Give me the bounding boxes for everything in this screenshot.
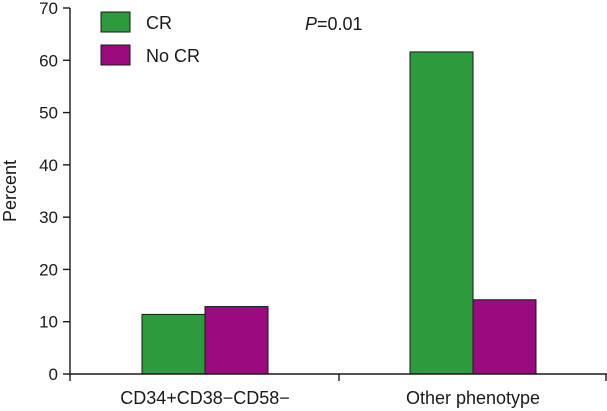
legend-label-cr: CR [146, 13, 172, 33]
y-tick-label-0: 0 [49, 365, 58, 384]
bar-no-cr-cat-0 [204, 306, 269, 375]
y-tick-label-50: 50 [39, 104, 58, 123]
p-value-annotation: P=0.01 [305, 14, 363, 34]
category-label-0: CD34+CD38−CD58− [120, 388, 290, 408]
p-symbol: P [305, 14, 317, 34]
y-tick-label-70: 70 [39, 0, 58, 18]
y-tick-label-30: 30 [39, 208, 58, 227]
legend-swatch-no-cr [100, 44, 131, 66]
y-tick-label-10: 10 [39, 313, 58, 332]
y-tick-label-60: 60 [39, 51, 58, 70]
category-labels: CD34+CD38−CD58− Other phenotype [120, 388, 540, 408]
bar-no-cr-cat-1 [472, 299, 537, 375]
bars [141, 51, 537, 375]
bar-cr-cat-0 [141, 313, 206, 375]
bar-cr-cat-1 [409, 51, 474, 375]
legend: CR No CR [100, 11, 200, 66]
y-axis-ticks: 0 10 20 30 40 50 60 70 [39, 0, 70, 384]
y-axis-title: Percent [0, 160, 20, 222]
y-tick-label-40: 40 [39, 156, 58, 175]
p-value: =0.01 [317, 14, 363, 34]
x-axis-ticks [69, 374, 607, 381]
legend-swatch-cr [100, 11, 131, 33]
category-label-1: Other phenotype [406, 388, 540, 408]
legend-label-no-cr: No CR [146, 46, 200, 66]
y-tick-label-20: 20 [39, 260, 58, 279]
